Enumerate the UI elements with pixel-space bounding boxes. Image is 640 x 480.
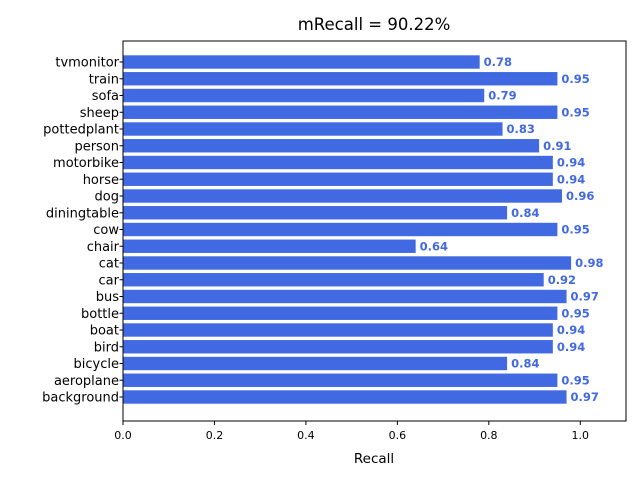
value-label-cat: 0.98 <box>575 256 603 270</box>
value-label-bottle: 0.95 <box>561 306 589 320</box>
x-tick-label: 1.0 <box>572 429 590 442</box>
plot-frame <box>122 40 627 422</box>
category-label-diningtable: diningtable <box>46 206 119 221</box>
category-label-car: car <box>99 273 120 288</box>
category-label-tvmonitor: tvmonitor <box>55 56 119 71</box>
bar-chair <box>123 239 416 253</box>
bar-bird <box>123 340 553 354</box>
value-label-diningtable: 0.84 <box>511 206 539 220</box>
bar-sofa <box>123 88 485 103</box>
bar-person <box>123 139 540 153</box>
bar-pottedplant <box>123 122 503 136</box>
category-label-bus: bus <box>96 290 119 305</box>
value-label-background: 0.97 <box>571 390 599 404</box>
bar-aeroplane <box>123 373 558 387</box>
value-label-horse: 0.94 <box>557 172 585 186</box>
bar-sheep <box>123 105 558 119</box>
bar-motorbike <box>123 155 553 170</box>
category-label-person: person <box>74 139 119 154</box>
bar-cat <box>123 256 572 270</box>
value-label-tvmonitor: 0.78 <box>484 55 512 69</box>
category-label-cat: cat <box>99 257 119 272</box>
x-tick-label: 0.0 <box>114 429 132 442</box>
value-label-chair: 0.64 <box>420 239 448 253</box>
value-label-sheep: 0.95 <box>561 105 589 119</box>
category-label-sofa: sofa <box>92 89 119 104</box>
bar-bottle <box>123 306 558 320</box>
value-label-train: 0.95 <box>561 72 589 86</box>
x-axis-label: Recall <box>354 451 394 467</box>
value-label-sofa: 0.79 <box>488 89 516 103</box>
category-label-bicycle: bicycle <box>74 357 119 372</box>
x-tick-label: 0.4 <box>297 429 315 442</box>
value-labels-group: 0.97 0.95 0.84 0.94 0.94 0.95 0.97 0.92 0.98 0.64… <box>420 55 604 404</box>
category-label-horse: horse <box>83 173 119 188</box>
chart-title: mRecall = 90.22% <box>298 15 451 34</box>
value-label-bird: 0.94 <box>557 340 585 354</box>
category-label-train: train <box>89 72 119 87</box>
bars-group <box>123 55 572 404</box>
value-label-aeroplane: 0.95 <box>561 373 589 387</box>
value-label-dog: 0.96 <box>566 189 594 203</box>
category-label-bottle: bottle <box>81 307 119 322</box>
bar-bus <box>123 289 567 304</box>
category-label-pottedplant: pottedplant <box>43 123 119 138</box>
category-label-motorbike: motorbike <box>53 156 119 171</box>
value-label-boat: 0.94 <box>557 323 585 337</box>
bar-diningtable <box>123 206 508 220</box>
value-label-bus: 0.97 <box>571 290 599 304</box>
x-axis-ticks-group: 0.0 0.2 0.4 0.6 0.8 1.0 <box>114 61 590 442</box>
category-label-bird: bird <box>94 340 119 355</box>
category-label-background: background <box>42 391 119 406</box>
x-tick-label: 0.6 <box>389 429 407 442</box>
bar-tvmonitor <box>123 55 480 69</box>
category-label-chair: chair <box>87 240 120 255</box>
category-label-sheep: sheep <box>80 106 119 121</box>
bar-dog <box>123 189 562 203</box>
x-tick-label: 0.2 <box>206 429 224 442</box>
bar-bicycle <box>123 356 508 371</box>
category-label-dog: dog <box>95 190 119 205</box>
value-label-pottedplant: 0.83 <box>507 122 535 136</box>
category-label-aeroplane: aeroplane <box>54 374 119 389</box>
bar-cow <box>123 222 558 237</box>
value-label-cow: 0.95 <box>561 223 589 237</box>
bar-train <box>123 72 558 86</box>
category-label-cow: cow <box>93 223 119 238</box>
value-label-bicycle: 0.84 <box>511 357 539 371</box>
bar-car <box>123 273 544 287</box>
x-tick-label: 0.8 <box>480 429 498 442</box>
value-label-car: 0.92 <box>548 273 576 287</box>
value-label-motorbike: 0.94 <box>557 156 585 170</box>
value-label-person: 0.91 <box>543 139 571 153</box>
category-label-boat: boat <box>90 324 119 339</box>
bar-boat <box>123 323 553 337</box>
bar-horse <box>123 172 553 186</box>
bar-background <box>123 390 567 404</box>
